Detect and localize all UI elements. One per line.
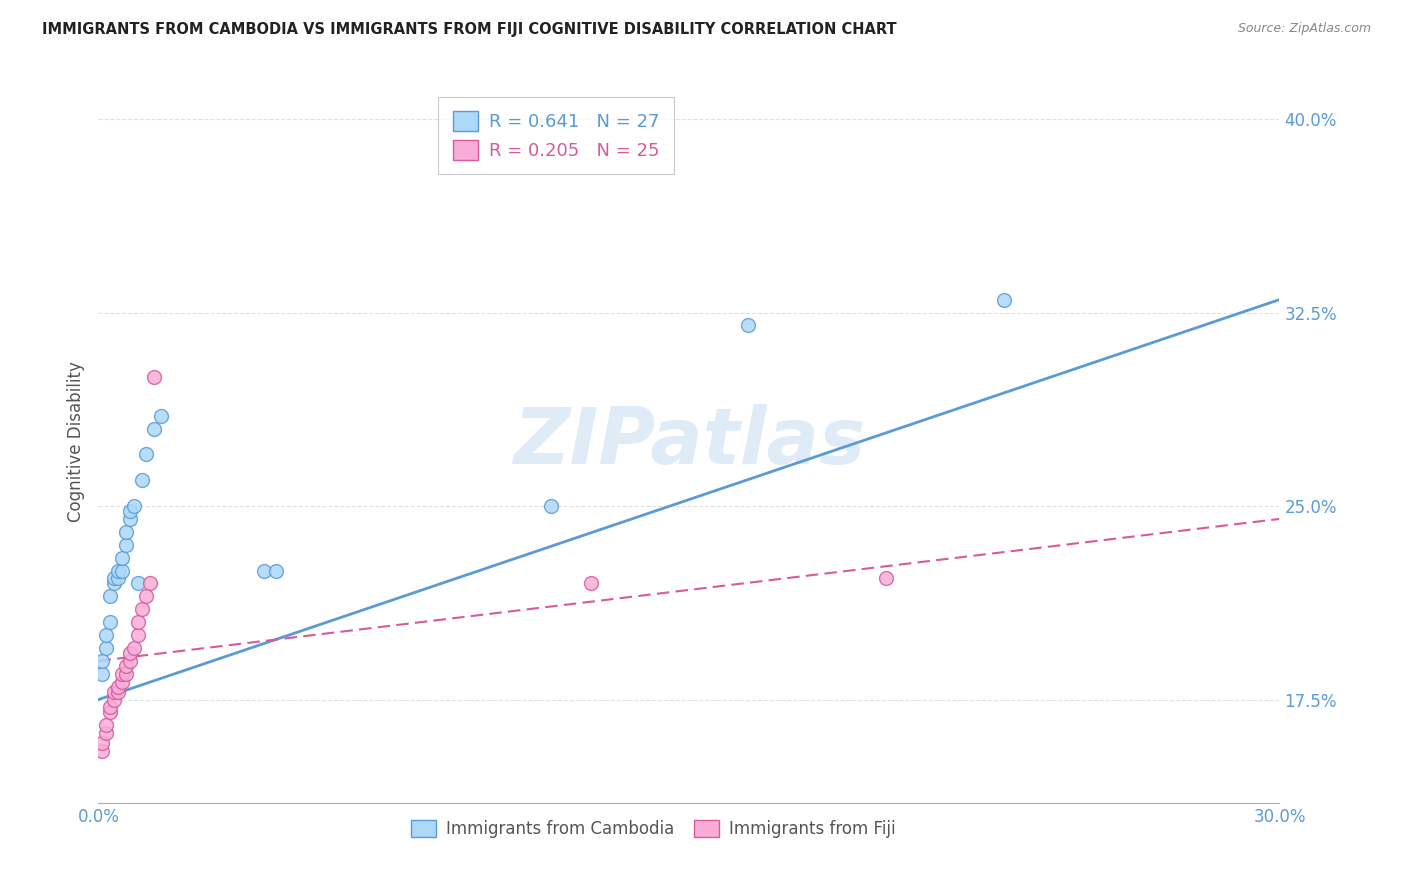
Legend: Immigrants from Cambodia, Immigrants from Fiji: Immigrants from Cambodia, Immigrants fro… — [405, 814, 903, 845]
Point — [122, 640, 145, 655]
Point — [131, 602, 153, 616]
Point — [127, 576, 149, 591]
Point — [96, 640, 118, 655]
Point — [111, 564, 134, 578]
Point — [115, 659, 138, 673]
Point — [91, 666, 114, 681]
Point — [107, 680, 129, 694]
Point — [96, 726, 118, 740]
Point — [118, 504, 141, 518]
Point — [91, 736, 114, 750]
Point — [122, 499, 145, 513]
Point — [118, 654, 141, 668]
Point — [118, 512, 141, 526]
Point — [103, 576, 125, 591]
Point — [111, 550, 134, 565]
Point — [540, 499, 562, 513]
Point — [107, 564, 129, 578]
Point — [111, 674, 134, 689]
Point — [91, 654, 114, 668]
Y-axis label: Cognitive Disability: Cognitive Disability — [66, 361, 84, 522]
Point — [98, 615, 121, 630]
Point — [875, 571, 897, 585]
Point — [127, 628, 149, 642]
Point — [579, 576, 602, 591]
Point — [115, 524, 138, 539]
Point — [142, 370, 165, 384]
Point — [142, 422, 165, 436]
Text: IMMIGRANTS FROM CAMBODIA VS IMMIGRANTS FROM FIJI COGNITIVE DISABILITY CORRELATIO: IMMIGRANTS FROM CAMBODIA VS IMMIGRANTS F… — [42, 22, 897, 37]
Point — [115, 666, 138, 681]
Point — [103, 571, 125, 585]
Point — [96, 628, 118, 642]
Point — [118, 646, 141, 660]
Point — [115, 538, 138, 552]
Point — [135, 590, 157, 604]
Point — [264, 564, 287, 578]
Point — [111, 666, 134, 681]
Text: ZIPatlas: ZIPatlas — [513, 403, 865, 480]
Point — [103, 685, 125, 699]
Point — [253, 564, 276, 578]
Point — [91, 744, 114, 758]
Text: Source: ZipAtlas.com: Source: ZipAtlas.com — [1237, 22, 1371, 36]
Point — [96, 718, 118, 732]
Point — [98, 590, 121, 604]
Point — [107, 685, 129, 699]
Point — [127, 615, 149, 630]
Point — [103, 692, 125, 706]
Point — [737, 318, 759, 333]
Point — [150, 409, 173, 423]
Point — [98, 700, 121, 714]
Point — [107, 571, 129, 585]
Point — [135, 447, 157, 461]
Point — [138, 576, 160, 591]
Point — [993, 293, 1015, 307]
Point — [131, 473, 153, 487]
Point — [98, 706, 121, 720]
